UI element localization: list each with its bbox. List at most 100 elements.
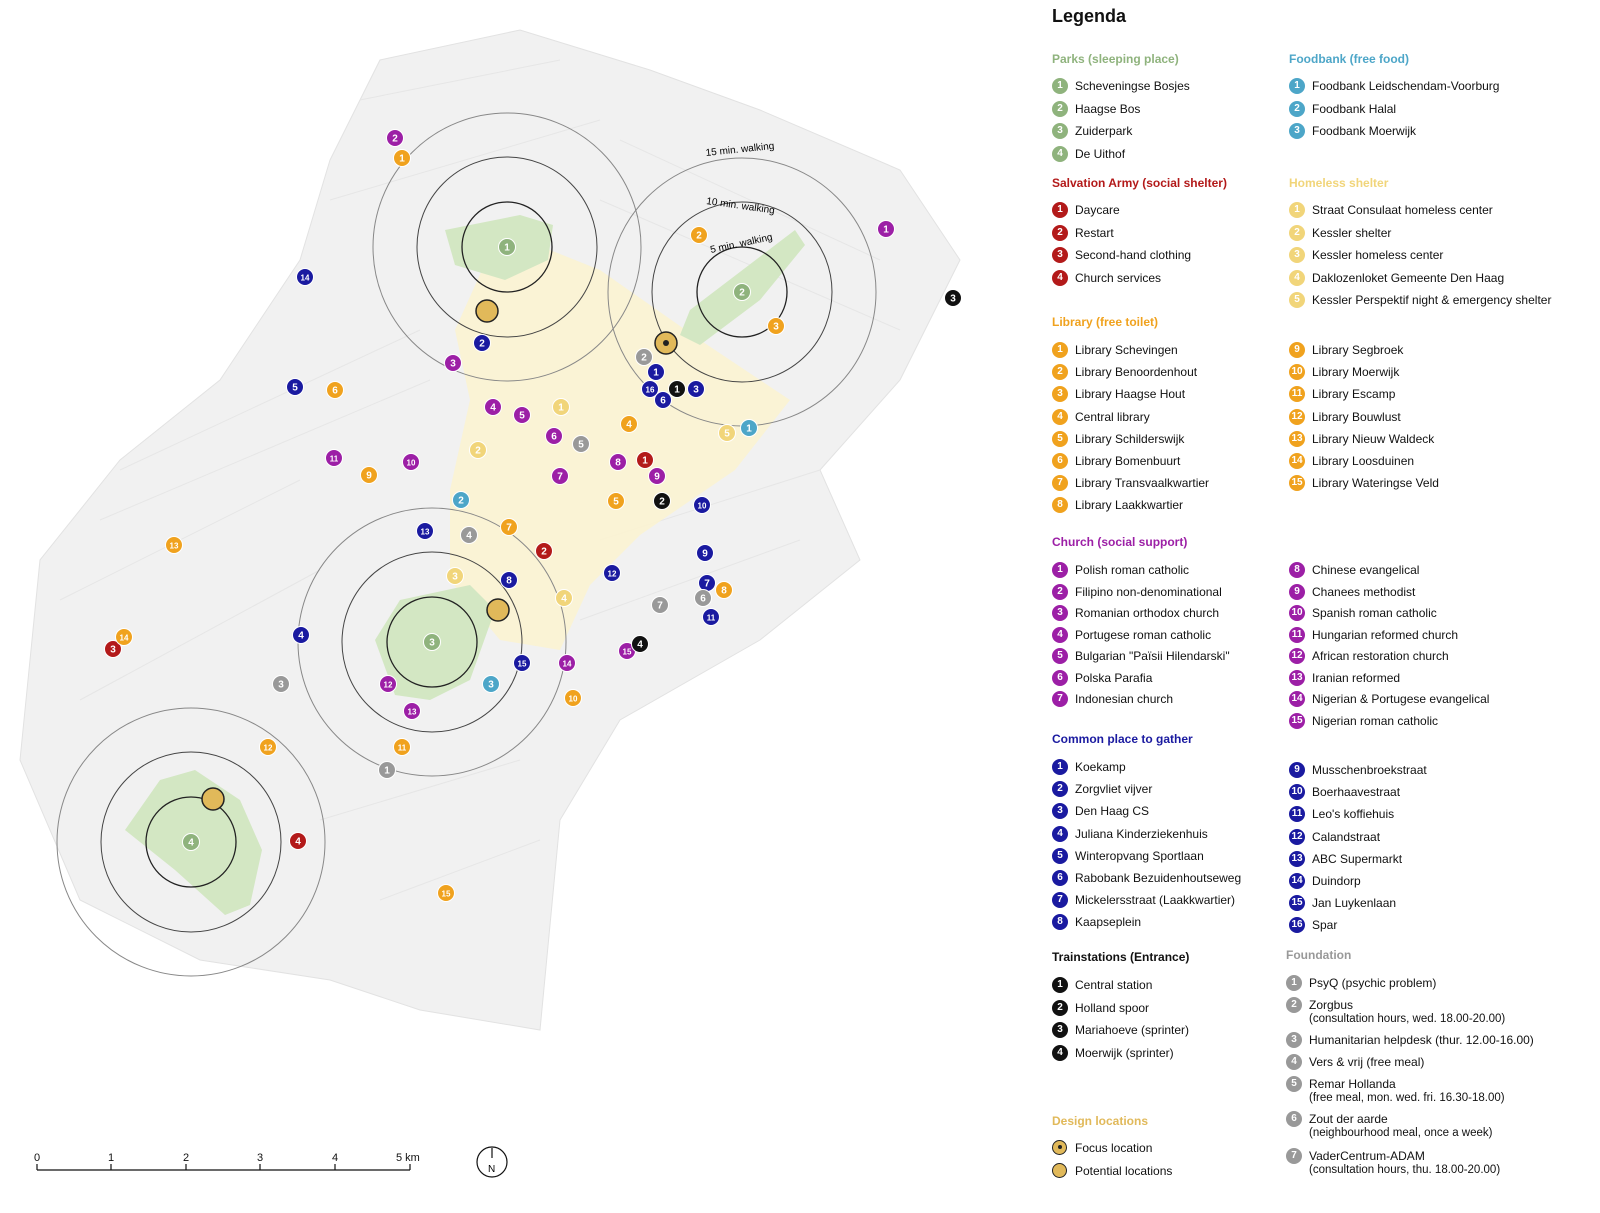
legend-marker-icon: 2 [1052, 100, 1068, 117]
marker-dot [690, 226, 708, 244]
legend-title: Legenda [1052, 6, 1127, 26]
marker-number: 3 [278, 680, 284, 691]
legend-item-label: Central library [1075, 409, 1150, 424]
marker-library-1: 1 [393, 149, 411, 167]
marker-number: 4 [490, 403, 496, 414]
marker-dot [740, 419, 758, 437]
legend-item-label: Library Nieuw Waldeck [1312, 431, 1435, 446]
marker-dot [696, 544, 714, 562]
marker-foundation-6: 6 [694, 589, 712, 607]
marker-library-2: 2 [690, 226, 708, 244]
marker-dot [326, 381, 344, 399]
legend-item-label: ABC Supermarkt [1312, 851, 1403, 866]
marker-library-4: 4 [620, 415, 638, 433]
legend-item-label: Second-hand clothing [1075, 248, 1192, 262]
marker-church-12: 12 [379, 675, 397, 693]
marker-number: 11 [707, 614, 716, 623]
marker-foundation-3: 3 [272, 675, 290, 693]
legend-marker-icon: 6 [1052, 453, 1068, 469]
scale-tick-5: 5 km [396, 1152, 420, 1164]
legend-heading-foodbank: Foodbank (free food) [1289, 52, 1409, 66]
marker-dot [482, 675, 500, 693]
marker-foodbank-1: 1 [740, 419, 758, 437]
legend-marker-icon: 2 [1052, 364, 1068, 381]
legend-item-label: Library Bouwlust [1312, 409, 1401, 424]
marker-dot [944, 289, 962, 307]
legend-item-label: Kessler Perspektif night & emergency she… [1312, 293, 1552, 307]
legend-item-label: Zuiderpark [1075, 124, 1133, 138]
marker-dot [620, 415, 638, 433]
marker-common-4: 4 [292, 626, 310, 644]
legend-item-label: Scheveningse Bosjes [1075, 79, 1190, 93]
marker-dot [693, 496, 711, 514]
marker-salvation-4: 4 [289, 832, 307, 850]
legend-item-label: VaderCentrum-ADAM (consultation hours, th… [1309, 1149, 1500, 1177]
marker-number: 12 [384, 681, 393, 690]
marker-common-16: 16 [641, 380, 659, 398]
legend-item-label: Central station [1075, 978, 1153, 992]
legend-item-label: Leo's koffiehuis [1312, 807, 1395, 822]
marker-number: 3 [693, 385, 699, 396]
marker-common-9: 9 [696, 544, 714, 562]
marker-library-15: 15 [437, 884, 455, 902]
legend-marker-icon: 3 [1052, 386, 1068, 403]
marker-library-9: 9 [360, 466, 378, 484]
marker-dot [641, 380, 659, 398]
legend-item-label: Iranian reformed [1312, 670, 1401, 685]
legend-item-main: Zout der aarde [1309, 1112, 1388, 1126]
legend-marker-icon: 4 [1052, 145, 1068, 162]
marker-number: 2 [696, 231, 702, 242]
marker-salvation-3: 3 [104, 640, 122, 658]
marker-parks-2: 2 [733, 283, 751, 301]
legend-marker-icon: 2 [1052, 781, 1068, 798]
marker-train-2: 2 [653, 492, 671, 510]
marker-dot [393, 738, 411, 756]
legend-item-label: Straat Consulaat homeless center [1312, 203, 1493, 217]
legend-marker-icon: 4 [1052, 1044, 1068, 1061]
marker-common-8: 8 [500, 571, 518, 589]
marker-number: 13 [170, 542, 179, 551]
marker-number: 11 [330, 455, 339, 464]
marker-library-12: 12 [259, 738, 277, 756]
marker-dot [651, 596, 669, 614]
marker-foundation-5: 5 [572, 435, 590, 453]
marker-library-5: 5 [607, 492, 625, 510]
legend-marker-icon: 2 [1052, 224, 1068, 241]
legend-item-label: De Uithof [1075, 146, 1126, 161]
legend-heading-salvation: Salvation Army (social shelter) [1052, 176, 1227, 190]
legend-marker-icon: 4 [1052, 626, 1068, 643]
marker-dot [484, 398, 502, 416]
legend-marker-icon: 4 [1289, 269, 1305, 286]
legend-heading-common: Common place to gather [1052, 732, 1193, 746]
legend-marker-icon: 11 [1289, 806, 1305, 823]
marker-homeless-5: 5 [718, 424, 736, 442]
marker-number: 1 [504, 243, 510, 254]
legend-item-label: Daycare [1075, 203, 1120, 217]
marker-church-13: 13 [403, 702, 421, 720]
marker-number: 16 [646, 386, 655, 395]
potential-location [201, 787, 225, 811]
marker-common-3: 3 [687, 380, 705, 398]
marker-number: 8 [506, 576, 512, 587]
legend-marker-icon: 6 [1286, 1111, 1302, 1127]
focus-location-centre [663, 340, 669, 346]
legend-marker-icon: 8 [1052, 497, 1068, 514]
marker-church-14: 14 [558, 654, 576, 672]
marker-dot [535, 542, 553, 560]
marker-dot [500, 571, 518, 589]
legend-item-label: Chanees methodist [1312, 584, 1416, 599]
marker-number: 6 [551, 432, 557, 443]
legend-item-label: Romanian orthodox church [1075, 606, 1220, 620]
legend-marker-icon: 2 [1052, 583, 1068, 600]
marker-number: 12 [264, 744, 273, 753]
marker-number: 8 [615, 458, 621, 469]
legend-item-label: Indonesian church [1075, 692, 1174, 706]
marker-number: 1 [653, 368, 659, 379]
marker-dot [272, 675, 290, 693]
legend-marker-icon [1052, 1140, 1067, 1155]
marker-dot [609, 453, 627, 471]
legend-item-main: Zorgbus [1309, 998, 1354, 1012]
city-centre-zone [450, 230, 790, 650]
legend-item-label: Foodbank Moerwijk [1312, 124, 1417, 138]
marker-number: 15 [623, 648, 632, 657]
